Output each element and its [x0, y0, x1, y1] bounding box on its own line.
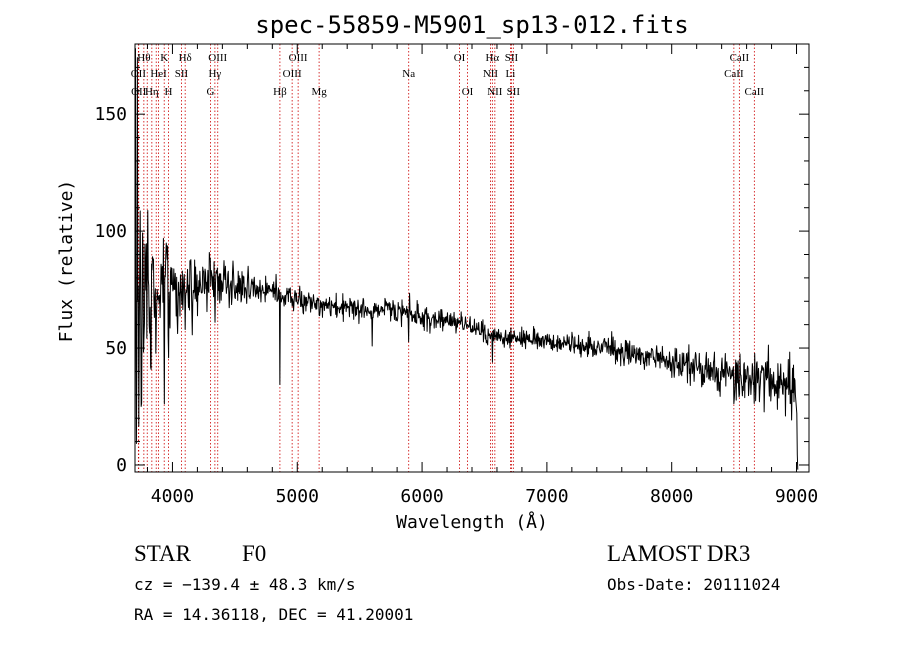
- line-label-4: Hη: [145, 86, 159, 98]
- x-tick-label: 8000: [650, 486, 693, 507]
- line-label-29: CaII: [745, 86, 765, 98]
- x-axis-tick-labels: 4000 5000 6000 7000 8000 9000: [151, 486, 818, 507]
- line-label-10: Hδ: [179, 52, 192, 64]
- line-label-19: OI: [454, 52, 466, 64]
- line-label-17: Mg: [311, 86, 327, 98]
- plot-frame: [134, 43, 810, 473]
- x-axis-label: Wavelength (Å): [396, 511, 548, 533]
- spectrum-line: [134, 48, 799, 470]
- line-label-20: OI: [462, 86, 474, 98]
- line-label-21: NII: [483, 68, 499, 80]
- redshift-velocity: cz = −139.4 ± 48.3 km/s: [134, 575, 356, 594]
- line-label-0: OII: [131, 68, 147, 80]
- line-label-11: G: [207, 86, 215, 98]
- x-tick-label: 7000: [525, 486, 568, 507]
- coordinates: RA = 14.36118, DEC = 41.20001: [134, 605, 413, 624]
- y-axis-label: Flux (relative): [56, 180, 77, 343]
- spectral-line-labels: OIIOIIHθHηHeIKHSIIHδGHγOIIIHβOIIIOIIIMgN…: [131, 52, 765, 98]
- object-class: STAR: [134, 541, 192, 566]
- line-label-6: HeI: [150, 68, 167, 80]
- line-label-13: OIII: [208, 52, 227, 64]
- spectrum-info: STAR F0 LAMOST DR3 cz = −139.4 ± 48.3 km…: [134, 541, 780, 624]
- line-label-23: NII: [487, 86, 503, 98]
- line-label-25: SII: [505, 52, 519, 64]
- survey-name: LAMOST DR3: [607, 541, 750, 566]
- line-label-2: Hθ: [137, 52, 150, 64]
- x-tick-label: 5000: [276, 486, 319, 507]
- line-label-7: K: [160, 52, 168, 64]
- x-tick-label: 9000: [775, 486, 818, 507]
- line-label-9: SII: [175, 68, 189, 80]
- x-tick-label: 6000: [400, 486, 443, 507]
- line-label-24: Li: [506, 68, 516, 80]
- line-label-22: Hα: [485, 52, 499, 64]
- y-axis-tick-labels: 0 50 100 150: [94, 104, 127, 476]
- object-subclass: F0: [242, 541, 266, 566]
- y-tick-label: 0: [116, 455, 127, 476]
- line-label-16: OIII: [289, 52, 308, 64]
- spectral-line-markers: [137, 44, 755, 472]
- line-label-28: CaII: [730, 52, 750, 64]
- line-label-12: Hγ: [208, 68, 221, 80]
- chart-title: spec-55859-M5901_sp13-012.fits: [255, 11, 688, 39]
- line-label-15: OIII: [283, 68, 302, 80]
- x-axis-ticks: [146, 44, 798, 472]
- y-tick-label: 150: [94, 104, 127, 125]
- y-tick-label: 100: [94, 221, 127, 242]
- line-label-18: Na: [402, 68, 415, 80]
- line-label-14: Hβ: [273, 86, 287, 98]
- x-tick-label: 4000: [151, 486, 194, 507]
- y-tick-label: 50: [105, 338, 127, 359]
- line-label-26: SII: [507, 86, 521, 98]
- observation-date: Obs-Date: 20111024: [607, 575, 780, 594]
- y-axis-ticks: [135, 43, 809, 466]
- line-label-27: CaII: [724, 68, 744, 80]
- line-label-8: H: [164, 86, 172, 98]
